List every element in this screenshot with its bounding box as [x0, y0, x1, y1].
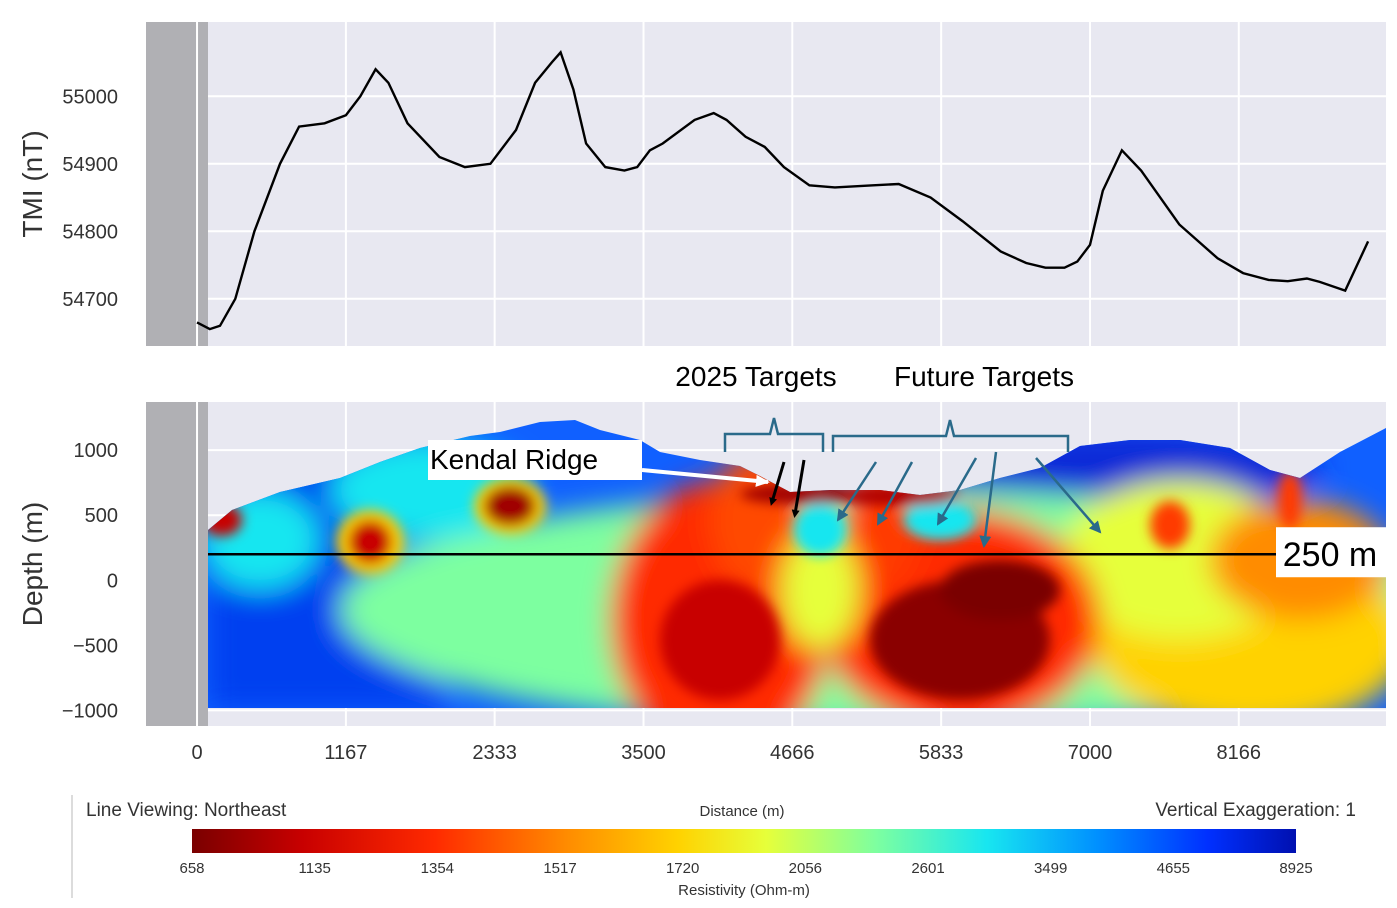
reference-label-background	[1276, 527, 1386, 578]
colorbar-tick-label: 1517	[543, 860, 576, 877]
target-2025-brace	[723, 417, 825, 452]
future-targets-label: Future Targets	[894, 361, 1074, 392]
targets-2025-label: 2025 Targets	[675, 361, 836, 392]
colorbar-tick-label: 4655	[1157, 860, 1190, 877]
colorbar-area: Line Viewing: Northeast Distance (m) Ver…	[71, 795, 1356, 899]
tmi-grid	[196, 22, 1386, 346]
tmi-gray-band	[146, 22, 208, 346]
section-x-tick-label: 7000	[1068, 742, 1113, 764]
colorbar-tick-label: 8925	[1279, 860, 1312, 877]
section-x-tick-label: 3500	[621, 742, 666, 764]
section-x-tick-label: 4666	[770, 742, 815, 764]
future-target-arrow	[936, 457, 978, 526]
tmi-y-ticks: 54700 54800 54900 55000	[62, 86, 118, 311]
section-y-axis-label: Depth (m)	[17, 502, 48, 626]
tmi-y-tick-label: 54900	[62, 154, 118, 176]
colorbar-tick-label: 1354	[421, 860, 454, 877]
kendal-ridge-arrow	[641, 468, 770, 487]
section-y-tick-label: −1000	[62, 700, 118, 722]
colorbar-tick-label: 658	[179, 860, 204, 877]
future-target-arrow	[979, 451, 998, 548]
section-y-ticks: −1000 −500 0 500 1000	[62, 440, 118, 722]
section-y-tick-label: 1000	[74, 440, 119, 462]
tmi-y-tick-label: 54800	[62, 221, 118, 243]
tmi-panel: 54700 54800 54900 55000 TMI (nT)	[17, 22, 1386, 346]
section-gray-band	[146, 402, 208, 726]
section-x-tick-label: 0	[191, 742, 202, 764]
colorbar-tick-label: 1135	[299, 860, 331, 877]
future-target-arrow	[1035, 457, 1102, 534]
colorbar-tick-label: 1720	[666, 860, 699, 877]
reference-line-label: 250 m	[1283, 536, 1378, 574]
colorbar	[192, 829, 1296, 853]
colorbar-label: Resistivity (Ohm-m)	[678, 882, 810, 899]
section-x-tick-label: 5833	[919, 742, 964, 764]
tmi-y-axis-label: TMI (nT)	[17, 130, 48, 237]
section-x-tick-label: 2333	[472, 742, 517, 764]
tmi-plot-background	[146, 22, 1386, 346]
line-viewing-label: Line Viewing: Northeast	[86, 800, 287, 821]
future-target-arrow	[876, 461, 914, 526]
tmi-series-line	[196, 50, 1370, 331]
future-target-arrow	[836, 461, 878, 522]
section-y-tick-label: 0	[107, 570, 118, 592]
target-2025-arrow	[769, 461, 786, 506]
target-2025-arrow	[791, 459, 806, 518]
section-y-tick-label: 500	[85, 505, 118, 527]
tmi-y-tick-label: 54700	[62, 289, 118, 311]
tmi-y-tick-label: 55000	[62, 86, 118, 108]
colorbar-ticks: 658 1135 1354 1517 1720 2056 2601 3499 4655 8925	[179, 860, 1312, 877]
kendal-ridge-label: Kendal Ridge	[430, 444, 598, 475]
section-y-tick-label: −500	[73, 635, 118, 657]
colorbar-tick-label: 2056	[789, 860, 822, 877]
colorbar-tick-label: 3499	[1034, 860, 1067, 877]
vertical-exaggeration-label: Vertical Exaggeration: 1	[1155, 800, 1356, 821]
section-x-tick-label: 8166	[1217, 742, 1262, 764]
section-x-tick-label: 1167	[324, 742, 367, 764]
resistivity-panel: −1000 −500 0 500 1000 0 1167 2333 3500 4666 5833 7…	[17, 402, 1386, 764]
kendal-ridge-label-box	[428, 440, 642, 480]
future-targets-brace	[831, 419, 1070, 452]
colorbar-tick-label: 2601	[911, 860, 944, 877]
section-x-ticks: 0 1167 2333 3500 4666 5833 7000 8166	[191, 742, 1261, 764]
x-axis-label: Distance (m)	[699, 803, 784, 820]
